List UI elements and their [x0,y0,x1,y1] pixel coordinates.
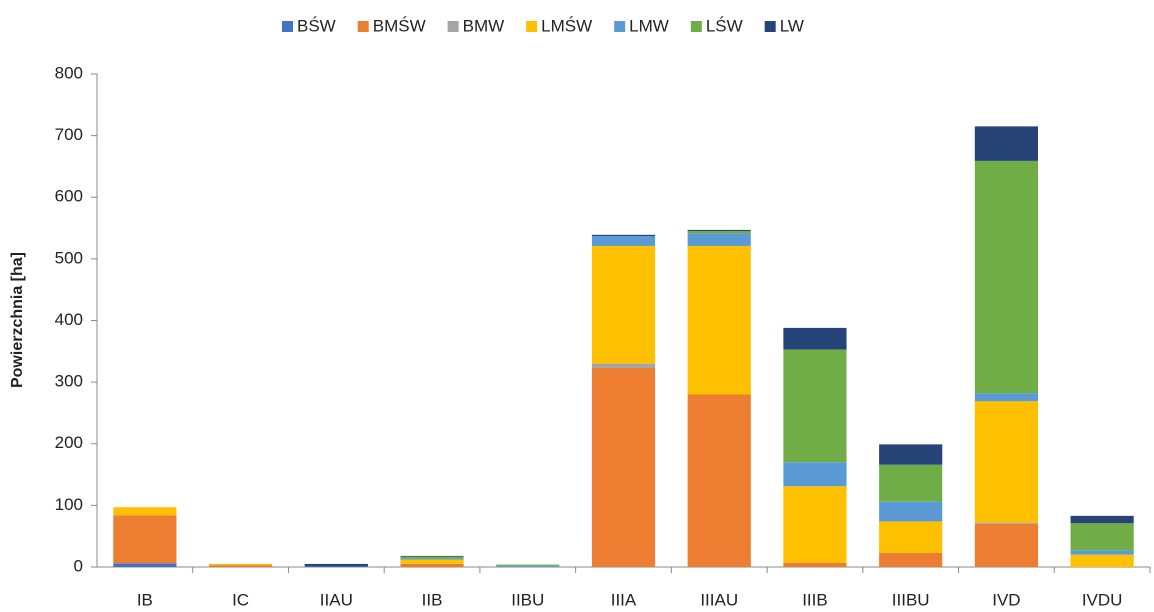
bar-segment [1070,550,1134,555]
y-tick-label: 600 [55,187,83,206]
bar-segment [591,234,656,237]
bar-segment [113,507,177,516]
x-tick-label: IIIB [802,590,828,607]
legend-label: BŚW [297,16,336,35]
bar-segment [1070,515,1134,524]
x-tick-label: IIAU [320,590,353,607]
bar-segment [209,563,273,566]
y-tick-label: 700 [55,125,83,144]
bar-segment [1070,523,1134,551]
bar-segment [687,229,751,232]
bar-segment [591,367,656,567]
x-tick-label: IVDU [1082,590,1123,607]
x-tick-label: IIB [422,590,443,607]
bar-segment [783,562,847,567]
bar-segment [591,236,656,246]
bar-segment [974,126,1038,161]
x-tick-label: IB [137,590,153,607]
bar-segment [783,349,847,463]
y-tick-label: 400 [55,310,83,329]
y-tick-label: 500 [55,248,83,267]
bar-segment [687,394,751,567]
bar-segment [496,565,560,567]
bar-segment [974,393,1038,402]
legend-swatch [764,21,776,32]
bar-segment [783,486,847,563]
bar-segment [974,522,1038,524]
bar-segment [496,564,560,566]
legend-swatch [526,21,538,32]
x-tick-label: IIIAU [700,590,738,607]
y-tick-label: 200 [55,433,83,452]
legend-label: LMW [629,16,669,35]
bar-segment [304,566,368,567]
x-tick-label: IIIBU [892,590,930,607]
bar-segment [591,245,656,364]
bar-segment [879,552,943,567]
bar-segment [209,565,273,567]
x-tick-label: IVD [992,590,1020,607]
bar-segment [783,462,847,487]
bar-segment [1070,554,1134,567]
bar-segment [783,327,847,350]
legend-label: LMŚW [541,16,592,35]
bar-segment [879,444,943,465]
bar-segment [304,563,368,567]
bar-segment [687,245,751,395]
y-tick-label: 800 [55,63,83,82]
legend-label: BMW [463,16,505,35]
bar-segment [113,515,177,564]
bar-segment [400,563,464,567]
x-tick-label: IIIA [611,590,637,607]
bar-segment [400,558,464,560]
bar-segment [974,401,1038,523]
bar-segment [974,523,1038,567]
bar-segment [400,559,464,564]
bar-segment [113,563,177,567]
y-tick-label: 0 [74,556,83,575]
legend-swatch [357,21,369,32]
bar-segment [400,555,464,557]
bar-segment [591,363,656,368]
legend-swatch [282,21,293,32]
bar-segment [879,521,943,553]
x-tick-label: IIBU [511,590,544,607]
bar-segment [687,233,751,246]
y-tick-label: 300 [55,372,83,391]
y-axis-label: Powierzchnia [ha] [9,252,26,388]
legend-label: LW [780,16,804,35]
x-tick-label: IC [232,590,249,607]
bar-segment [879,464,943,502]
legend-swatch [690,21,702,32]
legend-swatch [447,21,459,32]
bar-segment [687,231,751,234]
bar-segment [400,556,464,559]
bar-segment [974,160,1038,394]
legend-label: BMŚW [373,16,426,35]
bar-segment [879,501,943,522]
legend-swatch [614,21,626,32]
legend-label: LŚW [706,16,743,35]
y-tick-label: 100 [55,495,83,514]
